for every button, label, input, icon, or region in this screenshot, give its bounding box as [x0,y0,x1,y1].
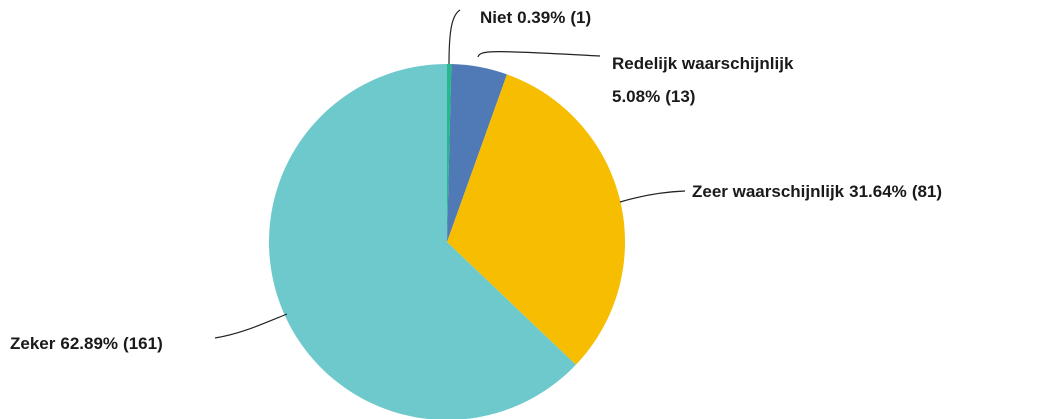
label-name: Niet [480,8,512,27]
label-name: Zeker [10,334,56,353]
label-count: (81) [912,182,942,201]
pie-slice [269,64,576,419]
label-name: Redelijk waarschijnlijk [612,54,794,73]
label-count: (1) [570,8,591,27]
leader-line [477,51,601,58]
pie-slice [447,74,625,365]
label-count: (161) [123,334,163,353]
pie-slice [447,64,452,242]
data-label: Zeer waarschijnlijk 31.64% (81) [692,182,942,201]
label-name: Zeer waarschijnlijk [692,182,845,201]
leader-line [619,190,686,203]
data-label: Redelijk waarschijnlijk 5.08% (13) [612,54,794,106]
label-value: 62.89% [60,334,118,353]
label-value: 31.64% [849,182,907,201]
data-label: Niet 0.39% (1) [480,8,591,27]
label-value: 5.08% [612,87,660,106]
pie-slice [447,64,507,242]
data-label: Zeker 62.89% (161) [10,334,163,353]
label-count: (13) [665,87,695,106]
leader-line [448,9,461,65]
leader-line [214,313,288,339]
label-value: 0.39% [517,8,565,27]
